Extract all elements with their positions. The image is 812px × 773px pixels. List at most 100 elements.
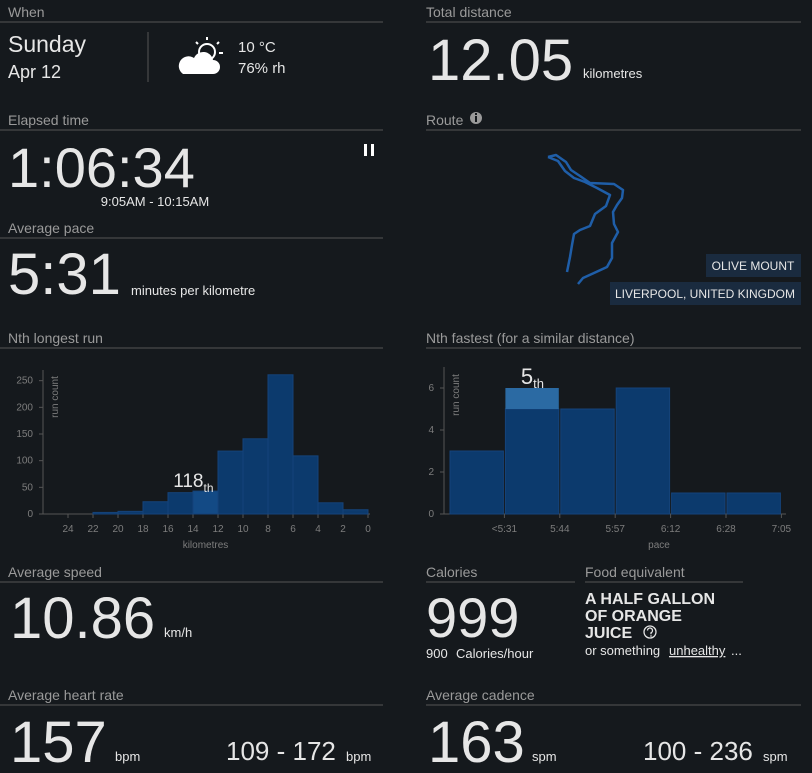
metric-unit: km/h xyxy=(164,625,192,640)
x-tick-label: 18 xyxy=(137,524,149,535)
section-label: Total distance xyxy=(426,4,512,20)
bar xyxy=(560,408,615,515)
section-label: Average pace xyxy=(8,220,94,236)
weather-icon xyxy=(178,37,223,74)
metric-unit: spm xyxy=(763,749,788,764)
pause-icon[interactable] xyxy=(364,144,374,156)
place-badge xyxy=(706,254,801,277)
bar xyxy=(449,450,504,515)
info-icon[interactable] xyxy=(470,112,482,124)
y-tick-label: 0 xyxy=(428,509,434,520)
bar xyxy=(92,511,119,515)
x-tick-label: 20 xyxy=(112,524,124,535)
highlight-segment xyxy=(505,388,559,409)
food-note: or something xyxy=(585,643,660,658)
x-tick-label: 14 xyxy=(187,524,199,535)
section-label: Elapsed time xyxy=(8,112,89,128)
x-tick-label: 0 xyxy=(365,524,371,535)
date: Apr 12 xyxy=(8,62,61,82)
y-tick-label: 150 xyxy=(16,429,33,440)
metric-value: 10.86 xyxy=(10,586,155,651)
section-label: Average cadence xyxy=(426,687,535,703)
section-label: Average speed xyxy=(8,564,102,580)
section-label: Calories xyxy=(426,564,477,580)
metric-value: 1:06:34 xyxy=(8,136,195,199)
x-tick-label: 12 xyxy=(212,524,224,535)
metric-range: 100 - 236 xyxy=(643,736,753,766)
calorie-rate-unit: Calories/hour xyxy=(456,646,534,661)
metric-unit: kilometres xyxy=(583,66,643,81)
section-label: Route xyxy=(426,112,464,128)
rank-suffix: th xyxy=(204,481,214,495)
section-label: When xyxy=(8,4,45,20)
metric-value: 12.05 xyxy=(428,28,573,93)
bar xyxy=(242,438,269,515)
bar xyxy=(671,492,726,515)
y-tick-label: 2 xyxy=(428,467,434,478)
y-axis-label: run count xyxy=(451,374,462,416)
bar xyxy=(504,408,560,515)
section-label: Food equivalent xyxy=(585,564,685,580)
x-tick-label: <5:31 xyxy=(492,524,518,535)
food-link[interactable]: unhealthy xyxy=(669,643,726,658)
x-tick-label: 24 xyxy=(62,524,74,535)
x-tick-label: 6 xyxy=(290,524,296,535)
place-name: OLIVE MOUNT xyxy=(712,259,795,273)
help-icon[interactable] xyxy=(643,625,657,639)
x-tick-label: 6:12 xyxy=(661,524,681,535)
route-path xyxy=(547,153,625,285)
food-line: A HALF GALLON xyxy=(585,591,715,608)
temperature: 10 °C xyxy=(238,39,276,56)
y-tick-label: 6 xyxy=(428,383,434,394)
food-ellipsis: ... xyxy=(731,643,742,658)
section-label: Average heart rate xyxy=(8,687,124,703)
rank-label: 118 xyxy=(173,471,203,492)
bar xyxy=(726,492,781,515)
x-tick-label: 5:57 xyxy=(605,524,625,535)
metric-value: 5:31 xyxy=(8,242,121,307)
metric-value: 999 xyxy=(426,586,519,649)
bar xyxy=(615,387,671,515)
metric-value: 163 xyxy=(428,710,525,773)
y-tick-label: 250 xyxy=(16,376,33,387)
metric-unit: spm xyxy=(532,749,557,764)
bar xyxy=(317,502,344,515)
humidity: 76% rh xyxy=(238,60,286,77)
bar xyxy=(342,509,369,515)
day: Sunday xyxy=(8,31,87,57)
time-range: 9:05AM - 10:15AM xyxy=(101,194,209,209)
y-tick-label: 4 xyxy=(428,425,434,436)
x-tick-label: 4 xyxy=(315,524,321,535)
calorie-rate: 900 xyxy=(426,646,448,661)
x-tick-label: 8 xyxy=(265,524,271,535)
y-tick-label: 0 xyxy=(27,509,33,520)
x-tick-label: 6:28 xyxy=(716,524,736,535)
bar xyxy=(217,450,244,515)
bar xyxy=(267,374,294,515)
place-badge xyxy=(610,282,801,305)
food-line: OF ORANGE xyxy=(585,608,682,625)
metric-unit: bpm xyxy=(346,749,371,764)
section-label: Nth longest run xyxy=(8,330,103,346)
x-axis-label: pace xyxy=(648,540,670,551)
x-tick-label: 5:44 xyxy=(550,524,570,535)
bar xyxy=(142,501,169,515)
rank-suffix: th xyxy=(533,376,544,391)
route-path xyxy=(547,155,612,273)
metric-unit: minutes per kilometre xyxy=(131,283,255,298)
metric-unit: bpm xyxy=(115,749,140,764)
y-tick-label: 100 xyxy=(16,456,33,467)
x-tick-label: 22 xyxy=(87,524,99,535)
x-tick-label: 10 xyxy=(237,524,249,535)
section-label: Nth fastest (for a similar distance) xyxy=(426,330,635,346)
y-tick-label: 50 xyxy=(22,482,34,493)
y-axis-label: run count xyxy=(50,376,61,418)
metric-range: 109 - 172 xyxy=(226,736,336,766)
bar xyxy=(292,455,319,515)
place-name: LIVERPOOL, UNITED KINGDOM xyxy=(615,287,795,301)
metric-value: 157 xyxy=(10,710,107,773)
bar xyxy=(117,510,144,515)
rank-label: 5 xyxy=(521,364,533,389)
